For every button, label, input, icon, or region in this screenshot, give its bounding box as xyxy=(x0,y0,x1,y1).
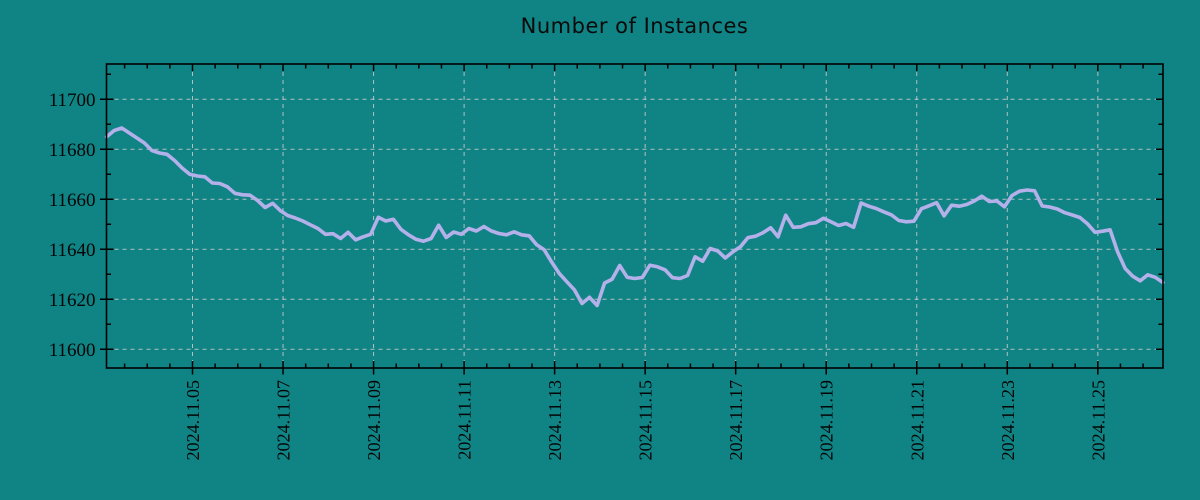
y-tick-label: 11640 xyxy=(49,240,96,261)
x-tick-label: 2024.11.17 xyxy=(726,380,746,460)
x-tick-label: 2024.11.11 xyxy=(455,380,475,460)
x-tick-label: 2024.11.05 xyxy=(183,380,203,460)
y-axis-labels: 11600 11620 11640 11660 11680 11700 xyxy=(49,90,96,361)
grid-lines xyxy=(106,64,1163,368)
plot-border xyxy=(105,63,1164,369)
chart-title: Number of Instances xyxy=(520,14,749,38)
x-axis-labels: 2024.11.05 2024.11.07 2024.11.09 2024.11.11… xyxy=(183,380,1108,460)
series-instances xyxy=(104,126,1165,308)
y-tick-label: 11660 xyxy=(49,190,96,211)
x-tick-label: 2024.11.13 xyxy=(545,380,565,460)
x-tick-label: 2024.11.23 xyxy=(998,380,1018,460)
y-tick-label: 11620 xyxy=(49,290,96,311)
y-tick-label: 11600 xyxy=(49,340,96,361)
y-tick-label: 11680 xyxy=(49,140,96,161)
axis-ticks xyxy=(100,64,1163,375)
y-tick-label: 11700 xyxy=(49,90,96,111)
x-tick-label: 2024.11.07 xyxy=(274,380,294,460)
x-tick-label: 2024.11.09 xyxy=(364,380,384,460)
x-tick-label: 2024.11.25 xyxy=(1088,380,1108,460)
x-tick-label: 2024.11.21 xyxy=(907,380,927,460)
x-tick-label: 2024.11.19 xyxy=(817,380,837,460)
x-tick-label: 2024.11.15 xyxy=(636,380,656,460)
